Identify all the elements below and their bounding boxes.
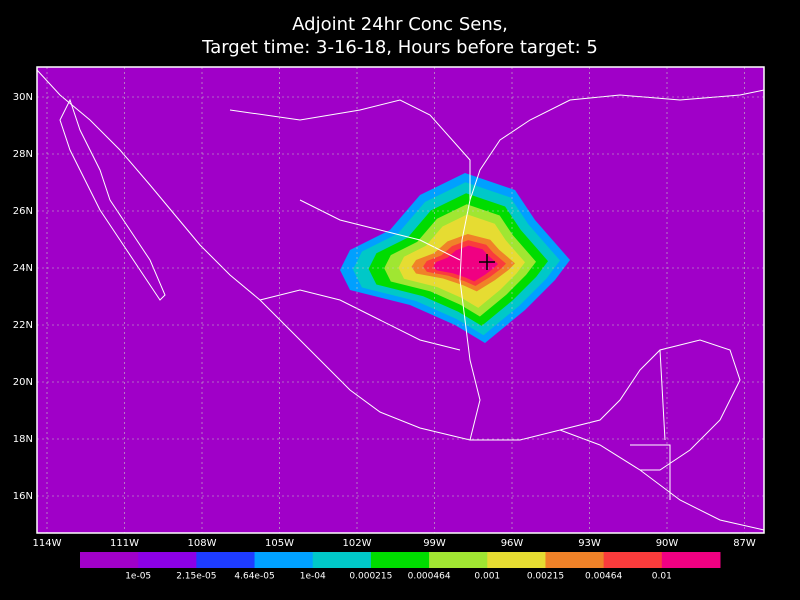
coastline xyxy=(630,444,671,500)
colorbar-swatch xyxy=(603,552,663,568)
coastline xyxy=(459,89,765,441)
lat-label: 30N xyxy=(13,92,33,103)
lat-label: 20N xyxy=(13,377,33,388)
colorbar-swatch xyxy=(545,552,605,568)
colorbar-label: 0.001 xyxy=(474,572,500,582)
coastline xyxy=(299,199,461,261)
coastline xyxy=(36,69,765,531)
colorbar-label: 1e-05 xyxy=(125,572,151,582)
lat-label: 24N xyxy=(13,263,33,274)
colorbar-swatch xyxy=(429,552,488,568)
coastline xyxy=(559,339,741,471)
colorbar-swatch xyxy=(487,552,546,568)
lat-label: 28N xyxy=(13,149,33,160)
colorbar-swatch xyxy=(312,552,372,568)
title-line: Adjoint 24hr Conc Sens, xyxy=(292,14,508,35)
lon-label: 105W xyxy=(265,538,294,549)
title-line: Target time: 3-16-18, Hours before targe… xyxy=(201,37,598,58)
coastline xyxy=(59,98,166,301)
colorbar-swatch xyxy=(196,552,256,568)
lon-label: 99W xyxy=(423,538,446,549)
lat-label: 22N xyxy=(13,320,33,331)
colorbar-swatch xyxy=(661,552,721,568)
coastline xyxy=(659,349,666,441)
colorbar-label: 0.000215 xyxy=(349,572,392,582)
colorbar-swatch xyxy=(254,552,314,568)
map-area xyxy=(36,66,765,534)
colorbar-label: 0.00464 xyxy=(585,572,622,582)
colorbar-swatch xyxy=(80,552,139,568)
lat-label: 16N xyxy=(13,491,33,502)
colorbar-label: 0.01 xyxy=(652,572,672,582)
lon-label: 114W xyxy=(33,538,62,549)
colorbar-label: 0.000464 xyxy=(408,572,451,582)
lon-label: 102W xyxy=(343,538,372,549)
lon-label: 93W xyxy=(578,538,601,549)
lon-label: 90W xyxy=(656,538,679,549)
lon-label: 87W xyxy=(733,538,756,549)
map-frame xyxy=(36,66,765,534)
lat-label: 26N xyxy=(13,206,33,217)
coastline xyxy=(229,99,471,200)
colorbar-swatch xyxy=(138,552,197,568)
coastline xyxy=(259,289,461,351)
lon-label: 96W xyxy=(501,538,524,549)
colorbar-label: 4.64e-05 xyxy=(234,572,274,582)
colorbar-label: 1e-04 xyxy=(300,572,326,582)
target-marker xyxy=(479,254,495,270)
lon-label: 108W xyxy=(188,538,217,549)
colorbar-swatch xyxy=(370,552,430,568)
lon-label: 111W xyxy=(110,538,139,549)
colorbar-label: 2.15e-05 xyxy=(176,572,216,582)
colorbar-label: 0.00215 xyxy=(527,572,564,582)
sensitivity-contour xyxy=(433,245,498,282)
lat-label: 18N xyxy=(13,434,33,445)
